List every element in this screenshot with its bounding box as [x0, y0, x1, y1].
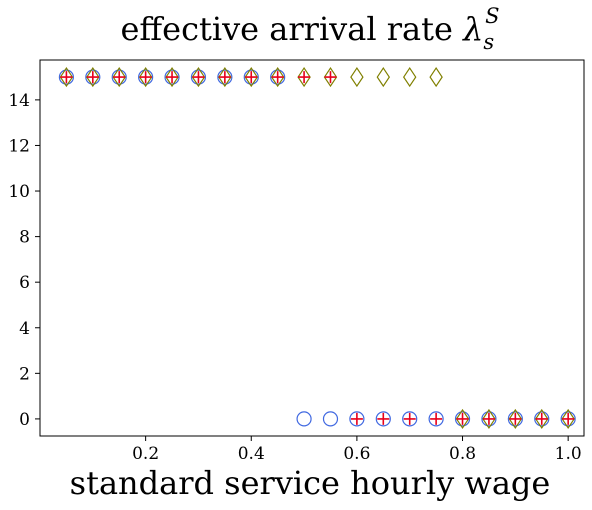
y-tick-label: 2	[19, 364, 30, 384]
circle-point	[454, 411, 471, 427]
circle-point	[58, 69, 75, 85]
plus-point	[562, 412, 575, 425]
y-tick-label: 4	[19, 319, 30, 339]
circle-point	[322, 411, 339, 427]
circle-point	[507, 411, 523, 427]
x-tick-label: 0.6	[343, 444, 370, 464]
diamond-point	[561, 408, 575, 429]
y-tick-label: 12	[8, 136, 30, 156]
diamond-point	[323, 67, 338, 88]
circle-point	[270, 69, 286, 85]
diamond-point	[455, 408, 470, 429]
circle-point	[402, 411, 418, 427]
plus-point	[430, 412, 443, 425]
diamond-point	[59, 67, 74, 88]
circle-point	[217, 69, 233, 85]
y-tick-label: 6	[19, 273, 30, 293]
x-tick-label: 0.2	[132, 444, 159, 464]
circle-point	[375, 411, 391, 427]
chart-title: effective arrival rate λsS	[120, 4, 499, 54]
circle-point	[138, 69, 154, 85]
y-tick-label: 14	[8, 91, 30, 111]
plus-point	[324, 71, 337, 84]
circle-point	[111, 69, 127, 85]
data-points	[58, 67, 576, 429]
chart-title-superscript: S	[485, 4, 499, 28]
diamond-point	[482, 408, 496, 429]
plus-point	[192, 71, 205, 84]
diamond-point	[191, 67, 206, 88]
circle-point	[560, 411, 576, 427]
plus-point	[509, 412, 522, 425]
plus-point	[139, 71, 152, 84]
x-tick-label: 0.4	[238, 444, 265, 464]
circle-point	[534, 411, 550, 427]
diamond-point	[429, 67, 443, 88]
plus-point	[298, 71, 311, 84]
plus-point	[535, 412, 548, 425]
plus-point	[456, 412, 469, 425]
plus-point	[377, 412, 390, 425]
plus-point	[482, 412, 495, 425]
circle-point	[428, 411, 444, 427]
y-tick-label: 8	[19, 228, 30, 248]
diamond-point	[402, 67, 417, 88]
chart-title-subscript: s	[483, 30, 494, 54]
diamond-point	[270, 67, 285, 88]
plus-point	[245, 71, 258, 84]
plot-area-frame	[39, 59, 585, 437]
diamond-point	[86, 67, 100, 88]
diamond-point	[138, 67, 153, 88]
diamond-point	[244, 67, 258, 88]
circle-point	[243, 69, 259, 85]
diamond-point	[535, 408, 549, 429]
circle-point	[85, 69, 101, 85]
y-tick-label: 10	[8, 182, 30, 202]
diamond-point	[376, 67, 391, 88]
plus-point	[113, 71, 126, 84]
chart-title-symbol: λ	[461, 10, 483, 48]
circle-point	[349, 411, 365, 427]
diamond-point	[218, 67, 232, 88]
circle-point	[190, 69, 207, 85]
plus-point	[403, 412, 416, 425]
y-tick-label: 0	[19, 410, 30, 430]
axes: 0.2 0.4 0.6 0.8 1.0 0 2 4 6 8 10 12 14	[8, 91, 581, 464]
plus-point	[218, 71, 231, 84]
diamond-point	[112, 67, 126, 88]
circle-point	[164, 69, 180, 85]
diamond-point	[350, 67, 364, 88]
x-axis-label: standard service hourly wage	[70, 464, 551, 502]
x-tick-label: 1.0	[555, 444, 582, 464]
plus-point	[60, 71, 73, 84]
diamond-point	[165, 67, 179, 88]
plus-point	[350, 412, 363, 425]
diamond-point	[508, 408, 523, 429]
plus-point	[166, 71, 179, 84]
plus-point	[271, 71, 284, 84]
plus-point	[86, 71, 99, 84]
circle-point	[296, 411, 312, 427]
circle-point	[481, 411, 497, 427]
diamond-point	[297, 67, 311, 88]
chart-title-text: effective arrival rate	[120, 10, 463, 48]
x-tick-label: 0.8	[449, 444, 476, 464]
